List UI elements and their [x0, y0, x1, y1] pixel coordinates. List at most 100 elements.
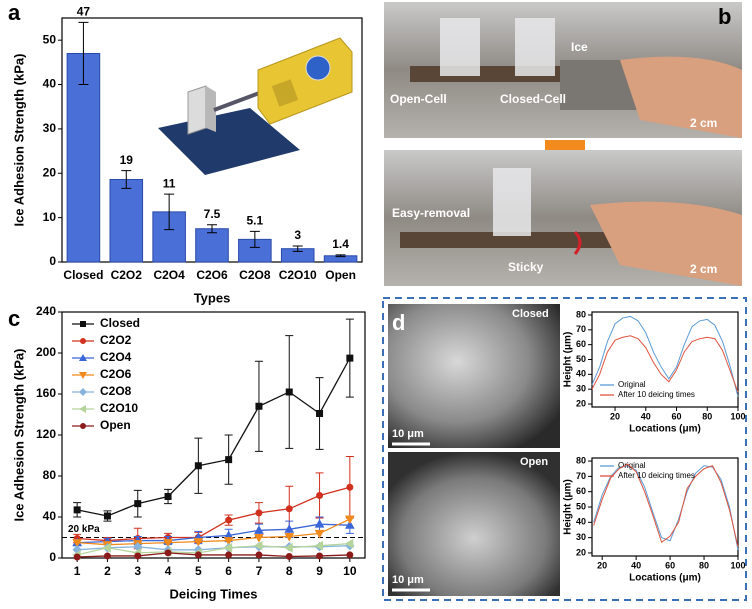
x-tick-label: 60	[672, 411, 682, 421]
photo-text: 2 cm	[690, 116, 717, 130]
y-tick-label: 60	[576, 486, 586, 496]
legend-label: Original	[618, 380, 646, 389]
x-tick-label: 6	[225, 564, 232, 578]
photo-labels: Ice Open-Cell Closed-Cell 2 cm Easy-remo…	[390, 40, 717, 276]
marker	[314, 540, 324, 551]
sem-image	[388, 304, 560, 448]
legend-marker	[80, 321, 86, 327]
marker	[164, 549, 172, 557]
value-label: 47	[77, 5, 91, 19]
error-bar	[335, 254, 346, 258]
x-tick-label: 3	[134, 564, 141, 578]
sem-text: Open	[520, 456, 548, 468]
y-tick-label: 80	[576, 309, 586, 319]
x-tick-label: 60	[665, 560, 675, 570]
y-tick-label: 30	[576, 532, 586, 542]
marker	[314, 519, 325, 528]
x-axis-label: Locations (μm)	[629, 573, 701, 584]
series-line	[77, 543, 350, 556]
error-bar	[164, 193, 175, 231]
panel-label: c	[8, 306, 20, 331]
y-tick-label: 80	[576, 455, 586, 465]
y-tick-label: 40	[43, 77, 57, 91]
y-tick-label: 60	[576, 339, 586, 349]
value-label: 3	[294, 228, 301, 242]
y-tick-label: 40	[576, 369, 586, 379]
y-axis-label: Ice Adhesion Strength (kPa)	[11, 349, 26, 522]
x-tick-label: 40	[641, 411, 651, 421]
marker	[194, 462, 202, 470]
marker	[316, 492, 324, 499]
marker	[134, 500, 142, 508]
panel-label: a	[8, 0, 21, 25]
series-line	[593, 463, 739, 547]
bar	[66, 52, 101, 263]
legend-label: C2O4	[100, 350, 132, 364]
x-axis-label: Locations (μm)	[629, 424, 701, 435]
y-axis-label: Ice Adhesion Strength (kPa)	[11, 54, 26, 227]
y-tick-label: 200	[36, 345, 56, 359]
y-tick-label: 0	[49, 550, 56, 564]
x-tick-label: 100	[730, 411, 745, 421]
y-tick-label: 20	[576, 398, 586, 408]
error-bar	[207, 224, 217, 234]
marker	[314, 529, 325, 539]
x-tick-label: C2O4	[153, 268, 185, 282]
x-tick-label: 7	[256, 564, 263, 578]
x-tick-label: 40	[631, 560, 641, 570]
series-line	[77, 486, 351, 542]
x-tick-label: 20	[610, 411, 620, 421]
legend-label: C2O6	[100, 367, 132, 381]
marker	[285, 553, 293, 560]
marker	[194, 551, 202, 559]
x-tick-label: C2O10	[279, 268, 317, 282]
x-tick-label: 1	[74, 564, 81, 578]
y-tick-label: 70	[576, 471, 586, 481]
y-axis-label: Height (μm)	[563, 332, 574, 388]
marker	[346, 551, 354, 559]
marker	[103, 512, 111, 520]
marker	[225, 456, 233, 464]
panel-label: b	[718, 4, 731, 29]
sem-text: Closed	[512, 308, 549, 320]
series-line	[591, 315, 739, 397]
bar	[109, 178, 144, 263]
panel-label: d	[392, 310, 405, 335]
marker	[346, 483, 354, 491]
marker	[316, 409, 324, 417]
marker	[103, 552, 111, 560]
error-bar	[292, 245, 303, 252]
y-tick-label: 30	[576, 384, 586, 394]
photo-text: Sticky	[508, 260, 544, 274]
y-axis-label: Height (μm)	[563, 479, 574, 535]
x-tick-label: 2	[104, 564, 111, 578]
marker	[73, 506, 81, 514]
marker	[346, 354, 354, 362]
y-tick-label: 240	[36, 304, 56, 318]
error-bar	[121, 170, 132, 189]
marker	[225, 551, 233, 559]
x-tick-label: Open	[325, 268, 356, 282]
legend-marker	[79, 354, 87, 361]
marker	[225, 516, 233, 524]
y-tick-label: 20	[43, 165, 57, 179]
marker	[223, 537, 234, 546]
error-bar	[249, 230, 260, 248]
marker	[254, 534, 264, 543]
marker	[73, 553, 81, 561]
marker	[344, 515, 355, 525]
series-line	[77, 523, 350, 544]
sem-text: 10 μm	[392, 428, 424, 440]
x-tick-label: 100	[730, 560, 745, 570]
marker	[316, 552, 324, 560]
legend-label: C2O2	[100, 333, 132, 347]
legend-marker	[79, 405, 86, 413]
photo-top	[384, 2, 742, 138]
x-tick-label: 80	[702, 411, 712, 421]
x-tick-label: 9	[316, 564, 323, 578]
y-tick-label: 50	[43, 32, 57, 46]
marker	[285, 388, 293, 396]
marker	[344, 520, 355, 529]
photo-text: 2 cm	[690, 262, 717, 276]
